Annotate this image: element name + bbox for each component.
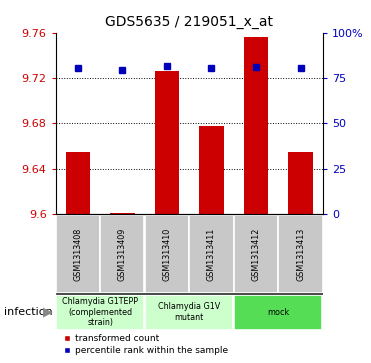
- Bar: [155, 71, 179, 214]
- Bar: [234, 295, 322, 330]
- Bar: [199, 126, 224, 214]
- Bar: [56, 295, 144, 330]
- Bar: [190, 215, 233, 293]
- Text: GSM1313409: GSM1313409: [118, 227, 127, 281]
- Text: GSM1313412: GSM1313412: [252, 227, 260, 281]
- Text: GSM1313411: GSM1313411: [207, 228, 216, 281]
- Text: GSM1313413: GSM1313413: [296, 228, 305, 281]
- Text: ▶: ▶: [43, 306, 52, 319]
- Text: GSM1313410: GSM1313410: [162, 228, 171, 281]
- Bar: [101, 215, 144, 293]
- Bar: [244, 37, 268, 214]
- Bar: [56, 215, 100, 293]
- Legend: transformed count, percentile rank within the sample: transformed count, percentile rank withi…: [60, 331, 232, 359]
- Bar: [234, 215, 278, 293]
- Bar: [145, 215, 189, 293]
- Text: Chlamydia G1V
mutant: Chlamydia G1V mutant: [158, 302, 220, 322]
- Text: mock: mock: [267, 308, 289, 317]
- Bar: [66, 152, 90, 214]
- Bar: [145, 295, 233, 330]
- Title: GDS5635 / 219051_x_at: GDS5635 / 219051_x_at: [105, 15, 273, 29]
- Bar: [279, 215, 322, 293]
- Bar: [288, 152, 313, 214]
- Text: GSM1313408: GSM1313408: [73, 228, 82, 281]
- Bar: [110, 213, 135, 214]
- Text: Chlamydia G1TEPP
(complemented
strain): Chlamydia G1TEPP (complemented strain): [62, 297, 138, 327]
- Text: infection: infection: [4, 307, 52, 317]
